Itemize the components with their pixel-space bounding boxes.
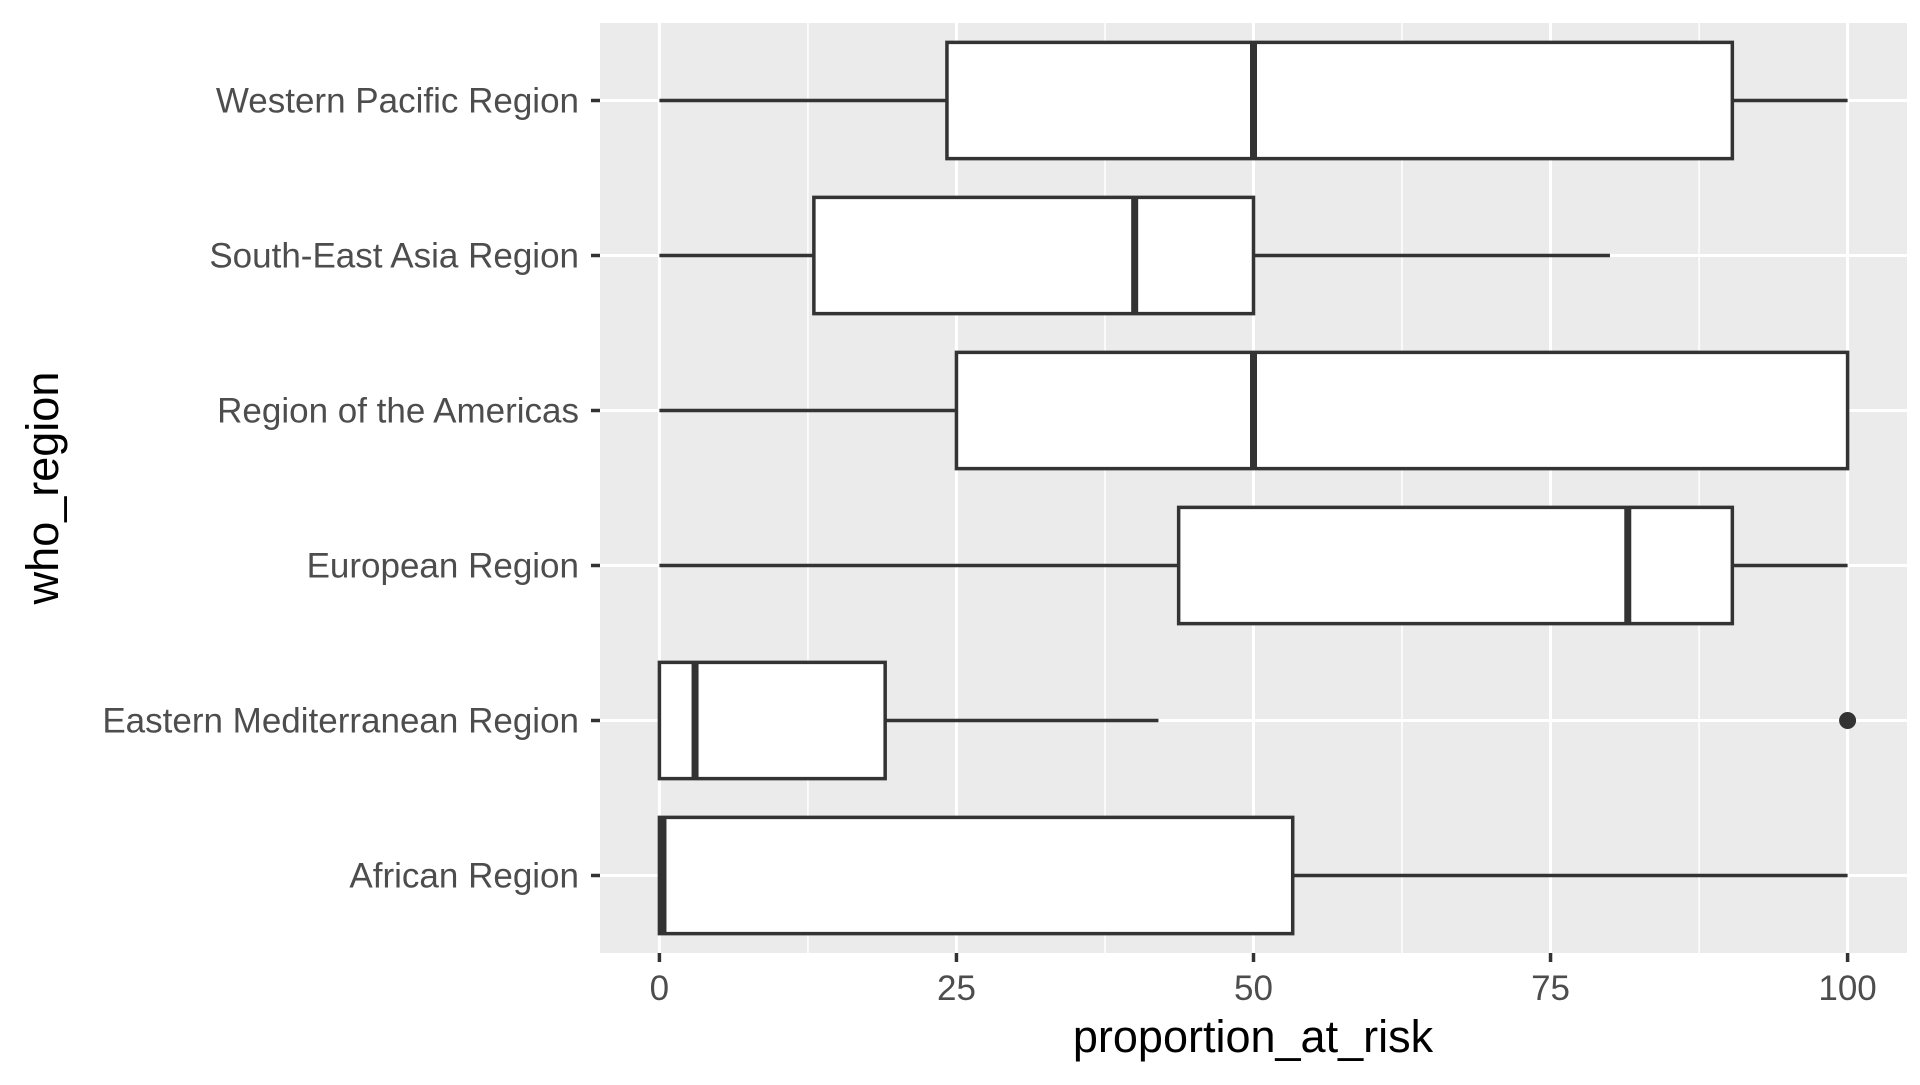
outlier-point bbox=[1839, 712, 1857, 729]
iqr-box bbox=[945, 40, 1735, 161]
x-tick-label: 100 bbox=[1818, 969, 1876, 1008]
y-axis: African Region Eastern Mediterranean Regi… bbox=[102, 82, 600, 896]
box-region-of-the-americas bbox=[659, 350, 1850, 471]
y-tick-label: African Region bbox=[349, 857, 579, 896]
iqr-box bbox=[812, 195, 1256, 316]
box-eastern-mediterranean-region bbox=[657, 660, 1857, 781]
box-western-pacific-region bbox=[659, 40, 1848, 161]
x-tick-label: 0 bbox=[650, 969, 669, 1008]
x-tick-label: 50 bbox=[1234, 969, 1273, 1008]
iqr-box bbox=[954, 350, 1850, 471]
x-axis: 0 25 50 75 100 bbox=[650, 953, 1877, 1008]
x-tick-label: 25 bbox=[937, 969, 976, 1008]
iqr-box bbox=[1176, 505, 1735, 626]
x-axis-title: proportion_at_risk bbox=[1073, 1011, 1434, 1062]
y-axis-title: who_region bbox=[17, 372, 68, 606]
iqr-box bbox=[657, 815, 1295, 936]
box-south-east-asia-region bbox=[659, 195, 1610, 316]
x-tick-label: 75 bbox=[1531, 969, 1570, 1008]
y-tick-label: Region of the Americas bbox=[217, 392, 579, 431]
box-european-region bbox=[659, 505, 1848, 626]
boxes bbox=[657, 40, 1857, 936]
box-african-region bbox=[657, 815, 1848, 936]
y-tick-label: South-East Asia Region bbox=[209, 237, 579, 276]
y-tick-label: Western Pacific Region bbox=[216, 82, 579, 121]
y-tick-label: Eastern Mediterranean Region bbox=[102, 702, 579, 741]
y-tick-label: European Region bbox=[307, 547, 579, 586]
